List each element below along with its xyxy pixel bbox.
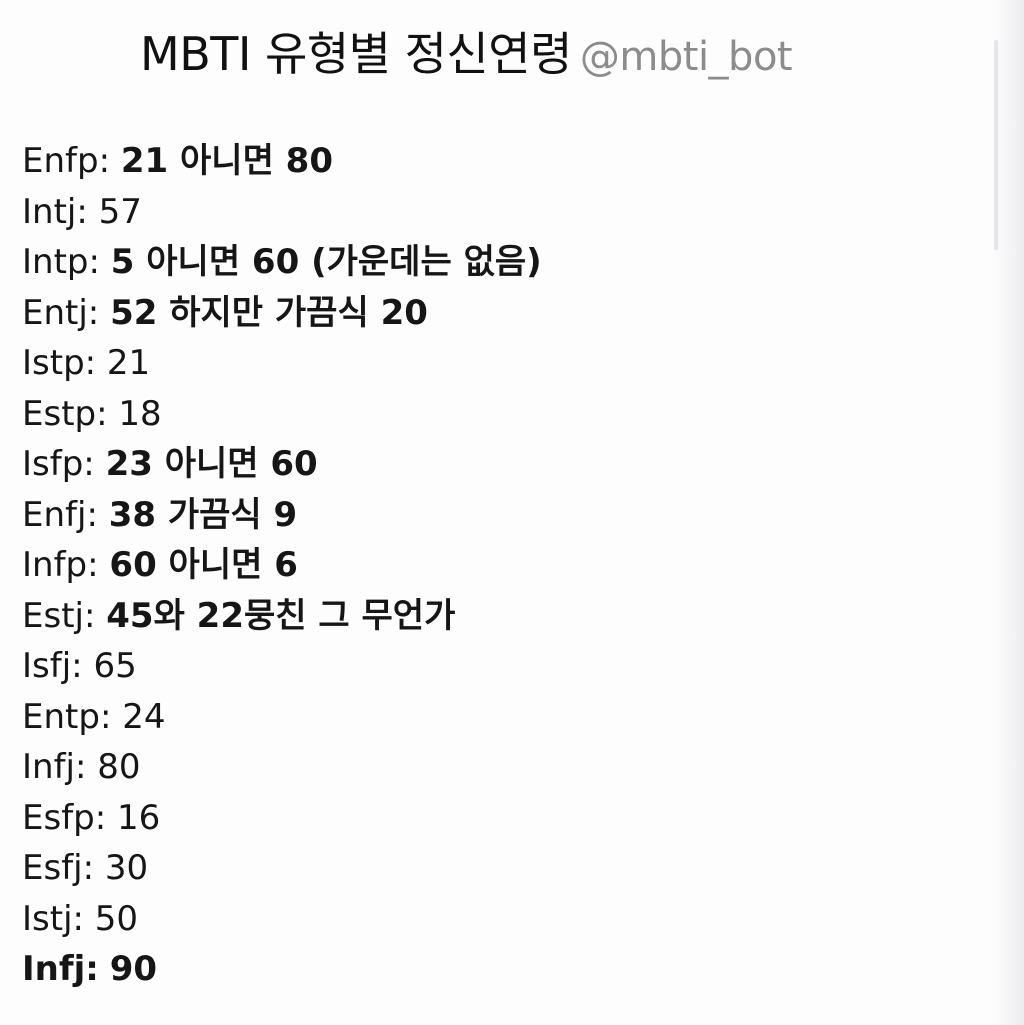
mental-age: 52 하지만 가끔식 20 [110, 292, 428, 333]
list-item: Istj: 50 [22, 894, 542, 945]
list-item: Infj: 90 [22, 944, 542, 995]
list-item: Esfj: 30 [22, 843, 542, 894]
mental-age: 50 [94, 898, 139, 939]
mbti-type: Enfj: [22, 494, 98, 535]
mental-age: 38 가끔식 9 [108, 494, 298, 535]
mental-age: 21 [106, 343, 151, 383]
list-item: Estj: 45와 22뭉친 그 무언가 [22, 591, 542, 642]
mbti-type: Entj: [22, 292, 100, 333]
mental-age: 16 [117, 797, 161, 838]
mental-age: 18 [118, 393, 162, 434]
mental-age: 5 아니면 60 (가운데는 없음) [110, 242, 542, 282]
mental-age: 90 [109, 949, 158, 989]
page-title: MBTI 유형별 정신연령 [140, 27, 572, 81]
list-item: Entj: 52 하지만 가끔식 20 [22, 288, 542, 339]
list-item: Enfp: 21 아니면 80 [22, 136, 542, 187]
list-item: Estp: 18 [22, 389, 542, 440]
mental-age: 24 [122, 696, 166, 737]
list-item: Infp: 60 아니면 6 [22, 540, 542, 591]
mental-age: 57 [98, 191, 142, 232]
mbti-type: Infp: [22, 545, 99, 585]
mental-age: 80 [97, 747, 141, 787]
mbti-type: Estj: [22, 595, 96, 636]
scrollbar-thumb[interactable] [994, 40, 998, 250]
mental-age: 21 아니면 80 [120, 141, 334, 181]
mbti-age-list: Enfp: 21 아니면 80 Intj: 57 Intp: 5 아니면 60 … [22, 136, 542, 995]
mbti-type: Isfp: [22, 444, 95, 484]
mental-age: 60 아니면 6 [109, 545, 298, 585]
mbti-type: Enfp: [22, 141, 111, 181]
mbti-type: Istp: [22, 343, 97, 383]
mbti-type: Istj: [22, 898, 84, 939]
mbti-type: Intp: [22, 242, 100, 282]
list-item: Isfp: 23 아니면 60 [22, 439, 542, 490]
author-handle: @mbti_bot [579, 34, 793, 80]
list-item: Istp: 21 [22, 338, 542, 389]
list-item: Infj: 80 [22, 742, 542, 793]
mbti-type: Infj: [22, 747, 87, 787]
mbti-type: Entp: [22, 696, 112, 737]
list-item: Esfp: 16 [22, 793, 542, 844]
list-item: Entp: 24 [22, 692, 542, 743]
mbti-type: Isfj: [22, 646, 83, 686]
mbti-type: Estp: [22, 393, 108, 434]
mbti-type: Infj: [22, 949, 99, 989]
mbti-type: Esfp: [22, 797, 107, 838]
post-header: MBTI 유형별 정신연령 @mbti_bot [140, 18, 793, 88]
list-item: Intj: 57 [22, 187, 542, 238]
mental-age: 30 [104, 848, 149, 888]
mental-age: 23 아니면 60 [105, 444, 318, 484]
mental-age: 45와 22뭉친 그 무언가 [106, 595, 456, 636]
list-item: Isfj: 65 [22, 641, 542, 692]
mbti-type: Esfj: [22, 848, 95, 888]
list-item: Enfj: 38 가끔식 9 [22, 490, 542, 541]
mental-age: 65 [93, 646, 137, 686]
list-item: Intp: 5 아니면 60 (가운데는 없음) [22, 237, 542, 288]
mbti-type: Intj: [22, 191, 88, 232]
